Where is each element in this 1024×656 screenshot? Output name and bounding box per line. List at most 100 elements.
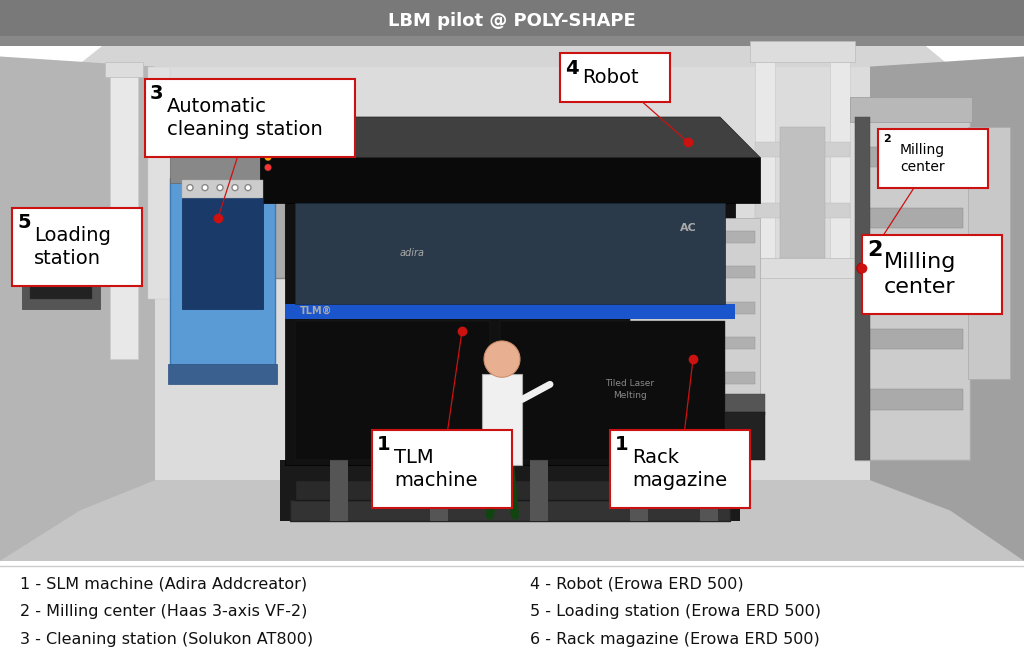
Polygon shape [182,180,263,197]
Polygon shape [625,394,765,415]
Polygon shape [170,157,275,182]
Text: adira: adira [400,248,425,258]
Polygon shape [862,390,963,409]
Polygon shape [855,117,870,460]
Polygon shape [830,47,850,274]
Polygon shape [630,460,648,520]
Text: Milling
center: Milling center [900,143,945,174]
Polygon shape [290,501,730,520]
FancyBboxPatch shape [0,0,1024,36]
Circle shape [187,184,193,191]
Polygon shape [862,148,963,167]
Text: 4 - Robot (Erowa ERD 500): 4 - Robot (Erowa ERD 500) [530,577,743,592]
Text: Robot: Robot [582,68,639,87]
Polygon shape [285,178,735,465]
Polygon shape [968,127,1010,379]
Circle shape [264,144,271,151]
Circle shape [202,184,208,191]
Text: 5: 5 [17,213,31,232]
Text: AC: AC [680,223,696,233]
Polygon shape [155,66,870,480]
Polygon shape [755,203,850,218]
FancyBboxPatch shape [878,129,988,188]
Circle shape [217,184,223,191]
Polygon shape [630,218,760,409]
Polygon shape [260,117,760,157]
Text: 1: 1 [615,435,629,454]
Polygon shape [750,41,855,62]
Polygon shape [530,460,548,520]
Polygon shape [750,258,855,278]
Polygon shape [755,142,850,157]
FancyBboxPatch shape [145,79,355,157]
Circle shape [264,164,271,171]
Polygon shape [862,329,963,349]
Polygon shape [295,203,725,304]
FancyBboxPatch shape [372,430,512,508]
Polygon shape [635,266,755,278]
Text: Automatic
cleaning station: Automatic cleaning station [167,97,323,139]
Polygon shape [850,97,972,122]
Polygon shape [182,197,263,309]
FancyBboxPatch shape [560,54,670,102]
Text: 5 - Loading station (Erowa ERD 500): 5 - Loading station (Erowa ERD 500) [530,604,821,619]
Text: 1 - SLM machine (Adira Addcreator): 1 - SLM machine (Adira Addcreator) [20,577,307,592]
Polygon shape [870,56,1024,561]
Polygon shape [0,56,155,561]
Polygon shape [30,218,92,298]
Polygon shape [330,460,348,520]
Polygon shape [270,167,285,278]
Circle shape [484,341,520,377]
Polygon shape [0,0,1024,510]
Circle shape [857,263,867,274]
Text: TLM®: TLM® [300,306,333,316]
Text: 3: 3 [150,84,164,103]
Polygon shape [855,117,970,460]
Polygon shape [780,127,825,258]
Polygon shape [700,460,718,520]
Polygon shape [148,66,170,298]
Polygon shape [260,157,760,203]
Circle shape [232,184,238,191]
Polygon shape [635,302,755,314]
Text: 4: 4 [565,58,579,77]
FancyBboxPatch shape [610,430,750,508]
Polygon shape [862,268,963,289]
FancyBboxPatch shape [12,208,142,287]
Polygon shape [635,337,755,349]
Text: Rack
magazine: Rack magazine [632,448,727,490]
FancyBboxPatch shape [862,235,1002,314]
Polygon shape [635,372,755,384]
Polygon shape [862,208,963,228]
Polygon shape [625,411,765,460]
Circle shape [264,154,271,161]
Polygon shape [500,321,725,460]
Polygon shape [755,47,775,274]
Text: LBM pilot @ POLY-SHAPE: LBM pilot @ POLY-SHAPE [388,12,636,30]
Polygon shape [0,359,1024,561]
Polygon shape [285,304,735,319]
Text: 6 - Rack magazine (Erowa ERD 500): 6 - Rack magazine (Erowa ERD 500) [530,632,820,647]
Polygon shape [110,66,138,359]
Text: Loading
station: Loading station [34,226,111,268]
Polygon shape [295,321,490,460]
Polygon shape [22,208,100,309]
Polygon shape [295,480,725,501]
Polygon shape [105,62,143,77]
Text: 2: 2 [867,240,883,260]
Text: Tiled Laser
Melting: Tiled Laser Melting [605,379,654,400]
Polygon shape [482,375,522,465]
Polygon shape [635,231,755,243]
Polygon shape [170,178,275,379]
Circle shape [245,184,251,191]
Polygon shape [0,0,1024,47]
Polygon shape [168,364,278,384]
Text: 1: 1 [377,435,390,454]
Text: 2: 2 [883,134,891,144]
Text: 2 - Milling center (Haas 3-axis VF-2): 2 - Milling center (Haas 3-axis VF-2) [20,604,307,619]
Text: 3 - Cleaning station (Solukon AT800): 3 - Cleaning station (Solukon AT800) [20,632,313,647]
Polygon shape [430,460,449,520]
Text: TLM
machine: TLM machine [394,448,477,490]
Polygon shape [280,460,740,520]
Text: Milling
center: Milling center [884,252,956,297]
